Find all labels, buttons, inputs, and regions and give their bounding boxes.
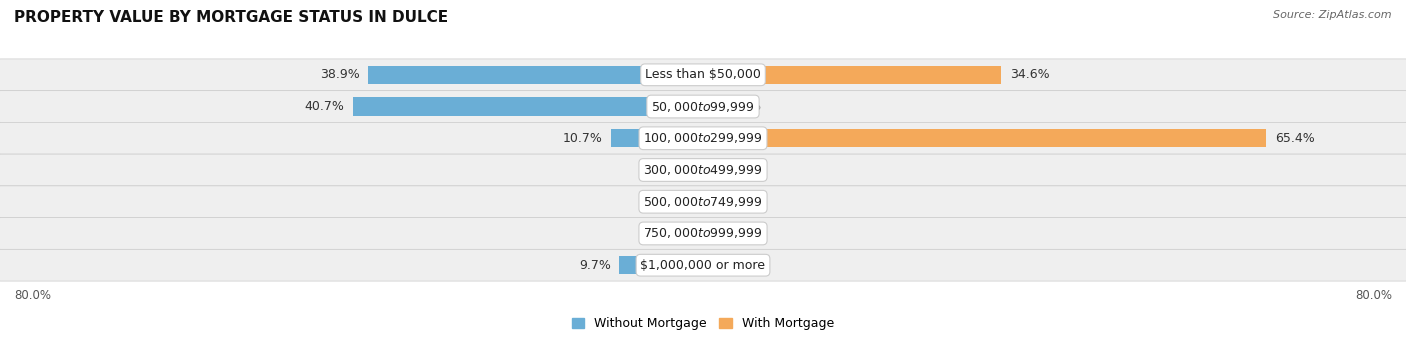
Text: 80.0%: 80.0% [14, 289, 51, 302]
Text: $50,000 to $99,999: $50,000 to $99,999 [651, 100, 755, 114]
Text: 0.0%: 0.0% [728, 195, 761, 208]
Text: 40.7%: 40.7% [304, 100, 344, 113]
Text: PROPERTY VALUE BY MORTGAGE STATUS IN DULCE: PROPERTY VALUE BY MORTGAGE STATUS IN DUL… [14, 10, 449, 25]
FancyBboxPatch shape [0, 59, 1406, 91]
Text: $300,000 to $499,999: $300,000 to $499,999 [644, 163, 762, 177]
FancyBboxPatch shape [0, 154, 1406, 186]
FancyBboxPatch shape [0, 249, 1406, 281]
Text: 0.0%: 0.0% [728, 259, 761, 272]
Text: 10.7%: 10.7% [562, 132, 602, 145]
Text: 0.0%: 0.0% [728, 100, 761, 113]
FancyBboxPatch shape [0, 91, 1406, 122]
Text: 65.4%: 65.4% [1275, 132, 1315, 145]
Text: Less than $50,000: Less than $50,000 [645, 68, 761, 81]
Text: $500,000 to $749,999: $500,000 to $749,999 [644, 195, 762, 209]
Bar [703, 129, 1267, 148]
Text: 0.0%: 0.0% [645, 195, 678, 208]
Text: 38.9%: 38.9% [319, 68, 360, 81]
Bar [620, 256, 703, 274]
Bar [703, 66, 1001, 84]
Text: $1,000,000 or more: $1,000,000 or more [641, 259, 765, 272]
Text: 9.7%: 9.7% [579, 259, 610, 272]
FancyBboxPatch shape [0, 122, 1406, 154]
Text: Source: ZipAtlas.com: Source: ZipAtlas.com [1274, 10, 1392, 20]
FancyBboxPatch shape [0, 218, 1406, 249]
Text: 0.0%: 0.0% [645, 227, 678, 240]
Text: $750,000 to $999,999: $750,000 to $999,999 [644, 226, 762, 240]
FancyBboxPatch shape [0, 186, 1406, 218]
Bar [353, 97, 703, 116]
Text: $100,000 to $299,999: $100,000 to $299,999 [644, 131, 762, 145]
Legend: Without Mortgage, With Mortgage: Without Mortgage, With Mortgage [567, 312, 839, 335]
Bar [610, 129, 703, 148]
Bar [368, 66, 703, 84]
Text: 0.0%: 0.0% [645, 164, 678, 176]
Text: 0.0%: 0.0% [728, 164, 761, 176]
Text: 34.6%: 34.6% [1010, 68, 1049, 81]
Text: 0.0%: 0.0% [728, 227, 761, 240]
Text: 80.0%: 80.0% [1355, 289, 1392, 302]
